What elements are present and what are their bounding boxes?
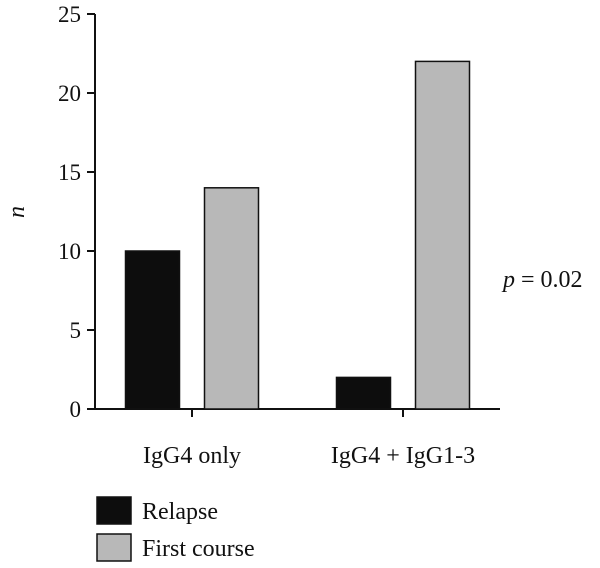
bar-first-course: [203, 187, 260, 410]
bar-relapse: [335, 376, 392, 410]
y-tick-label: 25: [58, 2, 81, 27]
x-tick-label: IgG4 + IgG1-3: [331, 443, 475, 469]
legend-label: First course: [142, 536, 255, 562]
p-value-annotation: p = 0.02: [501, 267, 583, 293]
y-tick-label: 5: [70, 318, 82, 343]
y-tick-label: 20: [58, 81, 81, 106]
category-labels: IgG4 only IgG4 + IgG1-3: [143, 443, 475, 469]
p-value-text: = 0.02: [515, 267, 583, 293]
bar-relapse: [124, 250, 181, 410]
y-tick-label: 15: [58, 160, 81, 185]
y-ticks: 0 5 10 15 20 25: [58, 2, 95, 422]
x-tick-label: IgG4 only: [143, 443, 241, 469]
y-axis-label: n: [4, 206, 30, 218]
legend-swatch-relapse: [96, 496, 132, 525]
y-tick-label: 10: [58, 239, 81, 264]
legend: Relapse First course: [96, 496, 255, 562]
bar-first-course: [414, 60, 471, 410]
x-ticks: [191, 409, 404, 417]
legend-swatch-first-course: [96, 533, 132, 562]
bars: [124, 60, 471, 410]
p-value-variable: p: [501, 267, 515, 293]
y-tick-label: 0: [70, 397, 82, 422]
legend-label: Relapse: [142, 499, 218, 525]
